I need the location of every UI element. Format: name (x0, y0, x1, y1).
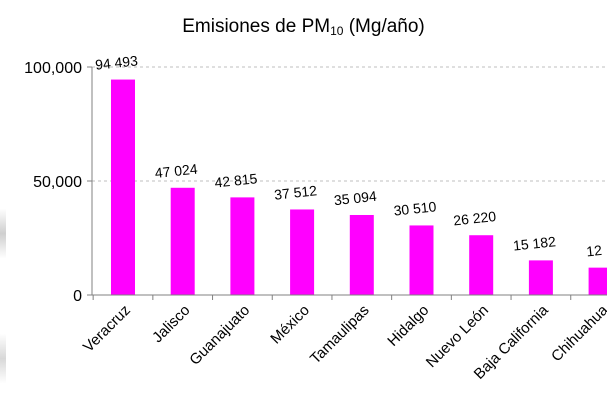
bar-6 (469, 235, 494, 295)
chart-title-unit: (Mg/año) (348, 16, 425, 37)
y-tick-label-1: 50,000 (33, 174, 82, 191)
value-label-6: 26 220 (453, 208, 497, 228)
value-label-4: 35 094 (333, 188, 377, 208)
left-edge-strip (0, 0, 6, 417)
bar-0 (111, 79, 135, 295)
value-label-1: 47 024 (154, 161, 198, 181)
bar-2 (230, 197, 255, 295)
chart-title-subscript: 10 (330, 24, 344, 38)
bar-5 (409, 225, 434, 295)
value-label-0: 94 493 (94, 52, 138, 72)
category-label-5: Hidalgo (384, 302, 432, 350)
axis-layer (87, 66, 607, 300)
category-label-0: Veracruz (80, 302, 134, 356)
category-label-3: México (267, 302, 313, 348)
bar-7 (528, 260, 553, 295)
y-tick-label-2: 100,000 (24, 60, 82, 77)
chart-title-main: Emisiones de PM (182, 16, 331, 37)
value-label-7: 15 182 (512, 233, 556, 253)
y-tick-label-0: 0 (73, 288, 82, 305)
grid-layer (92, 66, 607, 182)
bar-3 (290, 209, 315, 295)
value-label-5: 30 510 (393, 198, 437, 218)
value-label-3: 37 512 (273, 182, 317, 202)
chart-title: Emisiones de PM10 (Mg/año) (0, 16, 607, 38)
value-label-8: 12 (585, 242, 602, 260)
category-label-4: Tamaulipas (307, 302, 373, 368)
bar-4 (349, 214, 374, 295)
category-label-1: Jalisco (149, 302, 193, 346)
category-label-2: Guanajuato (186, 302, 253, 369)
bar-1 (170, 187, 195, 295)
value-label-2: 42 815 (214, 170, 258, 190)
bar-8 (588, 267, 607, 295)
bars-layer (111, 79, 607, 295)
category-label-8: Chihuahua (548, 301, 607, 365)
